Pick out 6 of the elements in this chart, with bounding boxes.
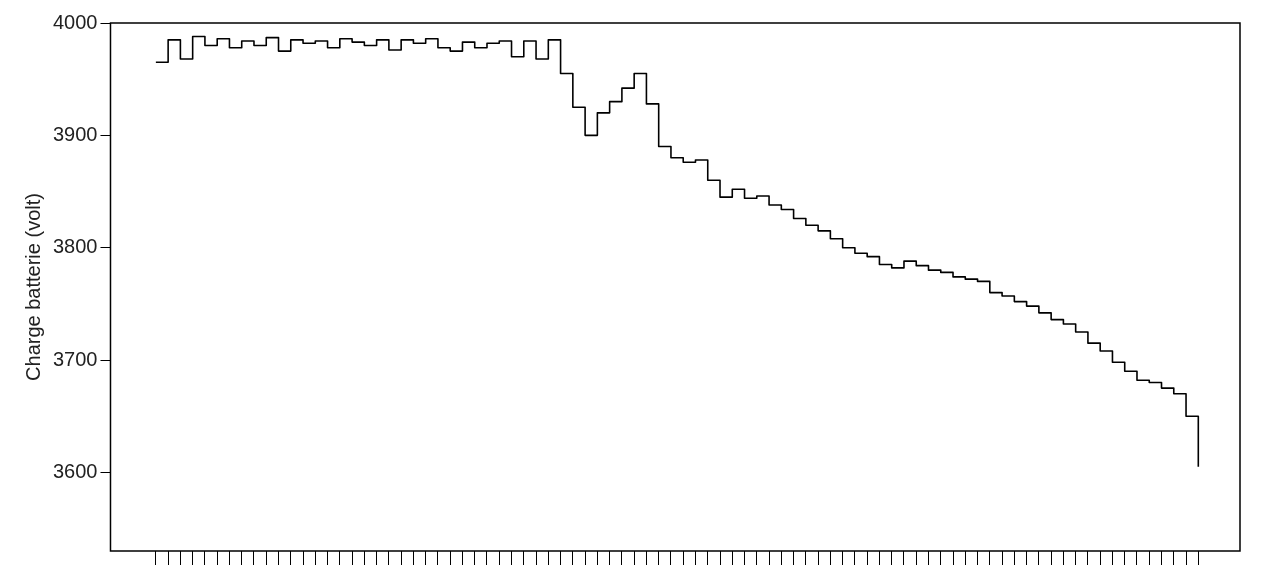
y-tick-label: 3600	[52, 459, 98, 482]
y-tick-label: 3800	[52, 235, 98, 258]
y-tick-label: 3700	[52, 347, 98, 370]
y-axis-title: Charge batterie (volt)	[21, 193, 44, 381]
y-tick-label: 3900	[52, 122, 98, 145]
y-tick-label: 4000	[52, 10, 98, 33]
